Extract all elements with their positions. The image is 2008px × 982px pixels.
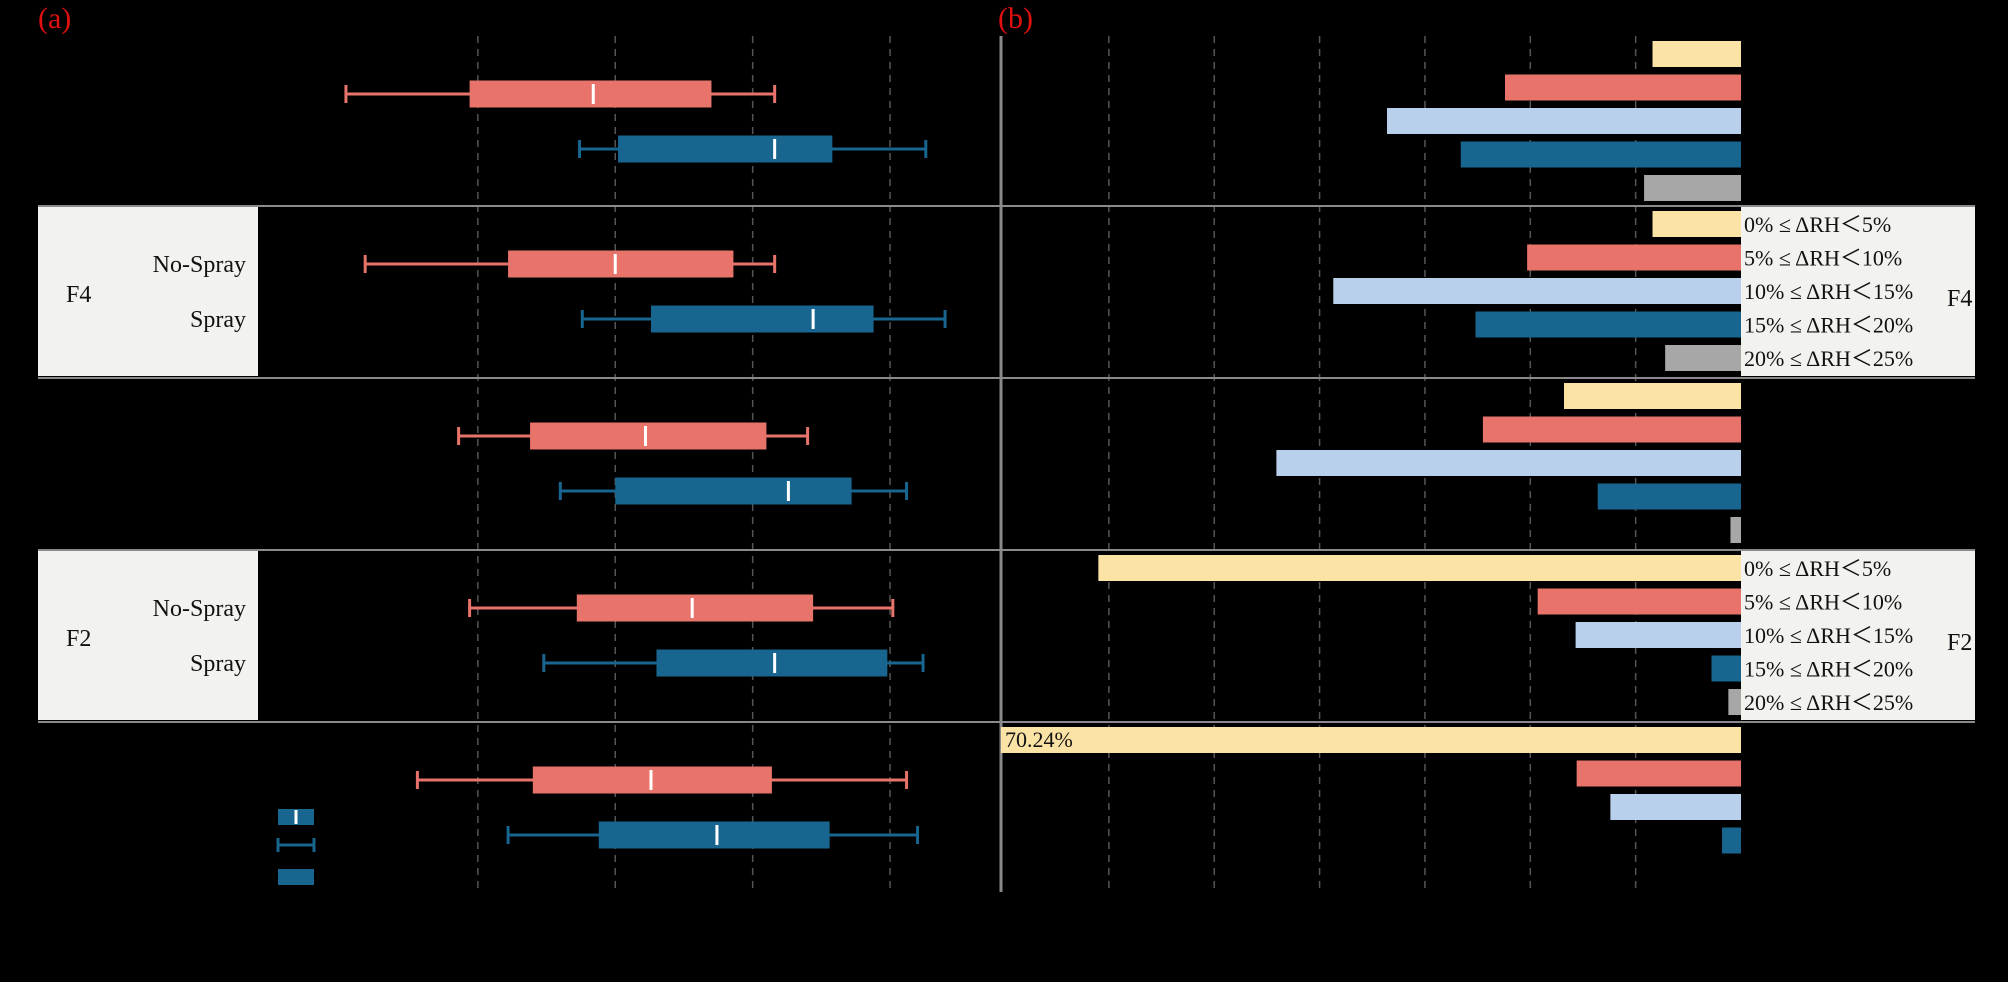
bar [1728,689,1741,715]
interquartile-box [576,594,814,622]
panel-a-group-shade [38,206,258,376]
bar [1610,794,1741,820]
bar [1652,211,1741,237]
panel-a-series-label: No-Spray [153,596,246,622]
panel-b-group-shade [1741,206,1975,376]
bar-category-label: 20% ≤ ΔRH＜25% [1744,346,1913,371]
interquartile-box [650,305,874,333]
interquartile-box [618,135,833,163]
interquartile-box [656,649,888,677]
bar-category-label: 0% ≤ ΔRH＜5% [1744,556,1891,581]
panel-a-series-label: Spray [190,307,246,333]
bar [1644,175,1741,201]
panel-a-group-label: F2 [66,626,91,652]
bar [1387,108,1741,134]
bar-category-label: 0% ≤ ΔRH＜5% [1744,212,1891,237]
panel-a-series-label: Spray [190,651,246,677]
panel-b-bar-chart: (b) 0% ≤ ΔRH＜5% 5% ≤ ΔRH＜10% 10% ≤ ΔRH＜15% 1… [998,2,1975,892]
panel-a-group-shade [38,550,258,720]
bar [1722,827,1741,854]
panel-b-label: (b) [998,2,1033,35]
bar [1652,41,1741,67]
panel-b-group-label: F4 [1947,286,1972,312]
interquartile-box [530,422,767,450]
bar-category-label: 15% ≤ ΔRH＜20% [1744,313,1913,338]
bar [1001,727,1741,753]
bar [1576,760,1741,787]
bar [1564,383,1741,409]
panel-a-label: (a) [38,2,71,35]
bar-category-label: 10% ≤ ΔRH＜15% [1744,623,1913,648]
panel-a-series-label: No-Spray [153,252,246,278]
bar-category-label: 10% ≤ ΔRH＜15% [1744,279,1913,304]
bar-category-label: 20% ≤ ΔRH＜25% [1744,690,1913,715]
interquartile-box [598,821,830,849]
panel-b-group-shade [1741,550,1975,720]
bar [1711,655,1741,682]
bar [1482,416,1741,443]
bar [1460,141,1741,168]
bar-category-label: 15% ≤ ΔRH＜20% [1744,657,1913,682]
bar [1537,588,1741,615]
bar [1730,517,1741,543]
bar [1527,244,1741,271]
bar [1597,483,1741,510]
panel-a-group-label: F4 [66,282,91,308]
legend-box-swatch [278,869,314,885]
bar-category-label: 5% ≤ ΔRH＜10% [1744,246,1902,271]
bar [1665,345,1741,371]
bar [1333,278,1741,304]
bar [1575,622,1741,648]
interquartile-box [469,80,712,108]
interquartile-box [508,250,734,278]
bar-value-label: 70.24% [1005,727,1073,752]
bar-category-label: 5% ≤ ΔRH＜10% [1744,590,1902,615]
panel-b-group-label: F2 [1947,630,1972,656]
bar [1475,311,1741,338]
interquartile-box [615,477,852,505]
bar [1098,555,1741,581]
bar [1505,74,1741,101]
bar [1276,450,1741,476]
panel-a-boxplot: (a) F4 No-Spray Spray F2 No-Spray Spray [38,2,1000,892]
